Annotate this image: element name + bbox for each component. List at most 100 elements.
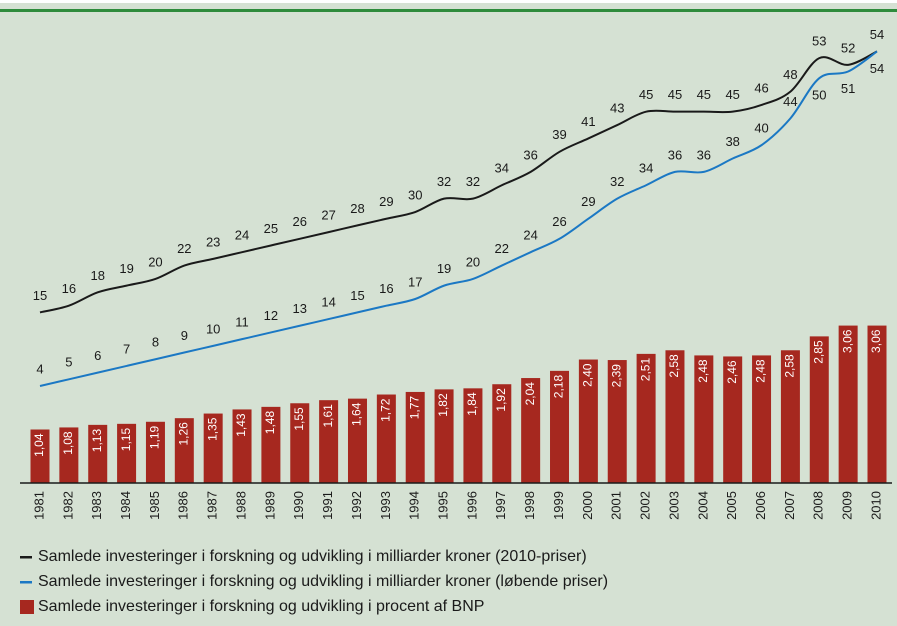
x-tick-label: 1999 [551,491,566,520]
bar [838,325,858,483]
bar [492,384,512,483]
bar-label: 1,84 [465,392,479,416]
x-tick-label: 1984 [118,491,133,520]
point-label: 15 [350,288,364,303]
point-label: 23 [206,234,220,249]
x-tick-label: 2005 [724,491,739,520]
bar [434,389,454,483]
x-tick-label: 1992 [349,491,364,520]
point-label: 19 [437,261,451,276]
top-rule [0,9,897,12]
point-label: 45 [725,87,739,102]
bar-label: 1,35 [205,417,219,441]
bar [463,388,483,483]
x-tick-label: 2006 [753,491,768,520]
bar-label: 1,48 [263,411,277,435]
bar-label: 2,39 [609,364,623,388]
bar [232,409,252,483]
point-label: 36 [697,147,711,162]
bar [88,424,108,483]
point-label: 45 [697,87,711,102]
point-label: 27 [321,208,335,223]
point-label: 16 [379,281,393,296]
legend-label: Samlede investeringer i forskning og udv… [38,548,587,565]
point-label: 4 [36,361,43,376]
bar-label: 1,13 [90,429,104,453]
point-label: 48 [783,67,797,82]
bar [665,350,685,483]
bar-label: 3,06 [869,329,883,353]
bar-label: 2,04 [523,382,537,406]
point-label: 17 [408,274,422,289]
point-label: 20 [148,254,162,269]
bar [636,353,656,483]
x-tick-label: 1989 [262,491,277,520]
line [39,50,878,387]
point-label: 30 [408,187,422,202]
point-label: 46 [754,80,768,95]
x-tick-label: 2003 [666,491,681,520]
point-label: 19 [119,261,133,276]
point-label: 14 [321,295,335,310]
legend-swatch [20,600,34,614]
x-tick-label: 2010 [868,491,883,520]
x-tick-label: 1987 [205,491,220,520]
bar [550,370,570,483]
point-label: 43 [610,100,624,115]
bar [30,429,50,483]
point-label: 29 [581,194,595,209]
bar [290,403,310,483]
point-label: 28 [350,201,364,216]
bar-label: 1,26 [176,422,190,446]
bar [319,400,339,483]
x-tick-label: 1983 [89,491,104,520]
legend-label: Samlede investeringer i forskning og udv… [38,598,484,615]
x-tick-label: 1985 [147,491,162,520]
point-label: 45 [639,87,653,102]
point-label: 16 [62,281,76,296]
x-tick-label: 2001 [609,491,624,520]
x-tick-label: 2004 [695,491,710,520]
point-label: 45 [668,87,682,102]
bar-label: 1,72 [379,398,393,422]
point-label: 34 [495,161,509,176]
point-label: 8 [152,335,159,350]
bar-label: 2,58 [783,354,797,378]
x-tick-label: 1981 [31,491,46,520]
bar-label: 1,15 [119,428,133,452]
bar-label: 1,61 [321,404,335,428]
bar-label: 1,55 [292,407,306,431]
bar [405,391,425,483]
point-label: 34 [639,161,653,176]
bar-label: 1,43 [234,413,248,437]
bar [347,398,367,483]
point-label: 36 [668,147,682,162]
x-tick-label: 1982 [60,491,75,520]
point-label: 44 [783,94,797,109]
bar-label: 2,48 [754,359,768,383]
line [39,50,878,314]
bar [174,418,194,483]
x-tick-label: 1990 [291,491,306,520]
point-label: 22 [495,241,509,256]
bar-label: 1,64 [350,402,364,426]
bar-label: 1,77 [407,396,421,420]
point-label: 13 [293,301,307,316]
bar-label: 2,51 [638,358,652,382]
point-label: 38 [725,134,739,149]
point-label: 22 [177,241,191,256]
point-label: 5 [65,355,72,370]
legend-swatch [20,581,32,584]
bar-label: 2,46 [725,360,739,384]
bar [578,359,598,483]
x-tick-label: 2007 [782,491,797,520]
bar-label: 2,48 [696,359,710,383]
point-label: 51 [841,81,855,96]
bar-label: 1,82 [436,393,450,417]
point-label: 18 [90,268,104,283]
x-tick-label: 1986 [176,491,191,520]
point-label: 32 [610,174,624,189]
point-label: 50 [812,88,826,103]
bar [607,360,627,483]
